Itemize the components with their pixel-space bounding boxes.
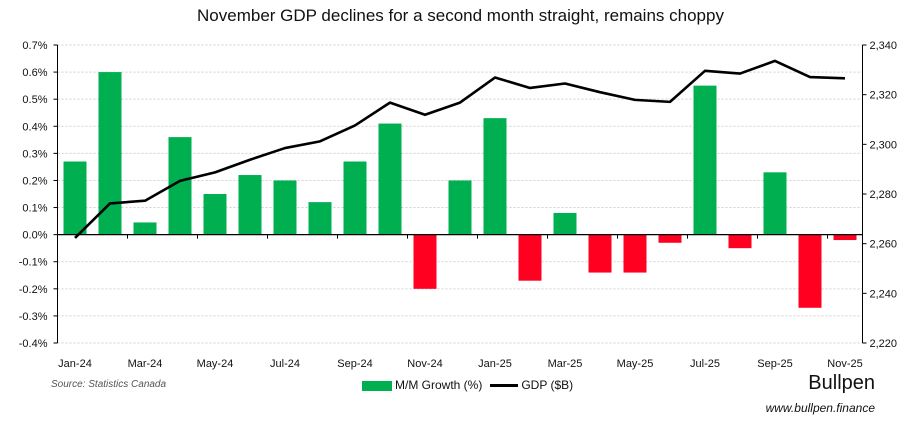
- x-tick-label: Jan-25: [478, 358, 512, 370]
- x-tick-label: May-24: [197, 358, 234, 370]
- x-tick-label: Mar-24: [128, 358, 163, 370]
- x-tick-label: Sep-25: [757, 358, 792, 370]
- left-tick-label: 0.6%: [22, 67, 47, 79]
- x-tick-label: Nov-25: [827, 358, 862, 370]
- x-tick-label: Mar-25: [548, 358, 583, 370]
- bar-Jun-24: [238, 175, 262, 235]
- left-tick-label: 0.5%: [22, 94, 47, 106]
- left-tick-label: 0.3%: [22, 148, 47, 160]
- right-tick-label: 2,220: [870, 338, 898, 350]
- bar-Aug-25: [728, 234, 752, 249]
- bar-Jul-24: [273, 180, 297, 235]
- legend-item-gdp: GDP ($B): [490, 378, 573, 392]
- right-tick-label: 2,260: [870, 239, 898, 251]
- gdp-line: [74, 59, 846, 239]
- bar-Feb-25: [518, 234, 542, 281]
- x-tick-label: Nov-24: [407, 358, 442, 370]
- right-tick-label: 2,320: [870, 90, 898, 102]
- bullpen-logo: Bullpen: [808, 372, 875, 394]
- right-tick-label: 2,340: [870, 40, 898, 52]
- legend-item-growth: M/M Growth (%): [362, 378, 482, 392]
- left-tick-label: 0.2%: [22, 175, 47, 187]
- bar-Dec-24: [448, 180, 472, 235]
- left-tick-label: 0.7%: [22, 40, 47, 52]
- bar-Jan-25: [483, 118, 507, 235]
- x-tick-label: Jan-24: [58, 358, 92, 370]
- bar-May-24: [203, 194, 227, 235]
- left-tick-label: 0.1%: [22, 203, 47, 215]
- source-note: Source: Statistics Canada: [51, 379, 167, 390]
- bar-Aug-24: [308, 202, 332, 235]
- left-tick-label: -0.3%: [19, 311, 48, 323]
- bar-Oct-25: [798, 234, 822, 308]
- right-tick-label: 2,240: [870, 288, 898, 300]
- left-tick-label: -0.4%: [19, 338, 48, 350]
- bar-Apr-25: [588, 234, 612, 273]
- bar-Jan-24: [63, 161, 87, 235]
- bar-Sep-24: [343, 161, 367, 235]
- right-tick-label: 2,280: [870, 189, 898, 201]
- bar-Jun-25: [658, 234, 682, 243]
- left-tick-label: 0.4%: [22, 121, 47, 133]
- chart-title: November GDP declines for a second month…: [197, 6, 724, 25]
- legend: M/M Growth (%) GDP ($B): [362, 378, 573, 392]
- bar-Mar-25: [553, 212, 577, 235]
- bar-Nov-24: [413, 234, 437, 289]
- legend-swatch-line: [490, 384, 519, 388]
- left-tick-label: -0.2%: [19, 284, 48, 296]
- bar-Feb-24: [98, 72, 122, 235]
- bar-Jul-25: [693, 85, 717, 235]
- bar-May-25: [623, 234, 647, 273]
- left-tick-label: -0.1%: [19, 257, 48, 269]
- left-tick-label: 0.0%: [22, 230, 47, 242]
- bar-Apr-24: [168, 137, 192, 235]
- bar-Sep-25: [763, 172, 787, 235]
- x-tick-label: Jul-24: [270, 358, 300, 370]
- legend-label-gdp: GDP ($B): [521, 378, 574, 392]
- x-tick-label: Jul-25: [690, 358, 720, 370]
- bar-Oct-24: [378, 123, 402, 235]
- legend-label-growth: M/M Growth (%): [395, 378, 483, 392]
- right-tick-label: 2,300: [870, 139, 898, 151]
- x-tick-label: Sep-24: [337, 358, 372, 370]
- bar-Mar-24: [133, 222, 157, 235]
- legend-swatch-bar: [362, 380, 392, 391]
- bar-Nov-25: [833, 234, 857, 241]
- website-url: www.bullpen.finance: [765, 401, 875, 415]
- x-tick-label: May-25: [617, 358, 654, 370]
